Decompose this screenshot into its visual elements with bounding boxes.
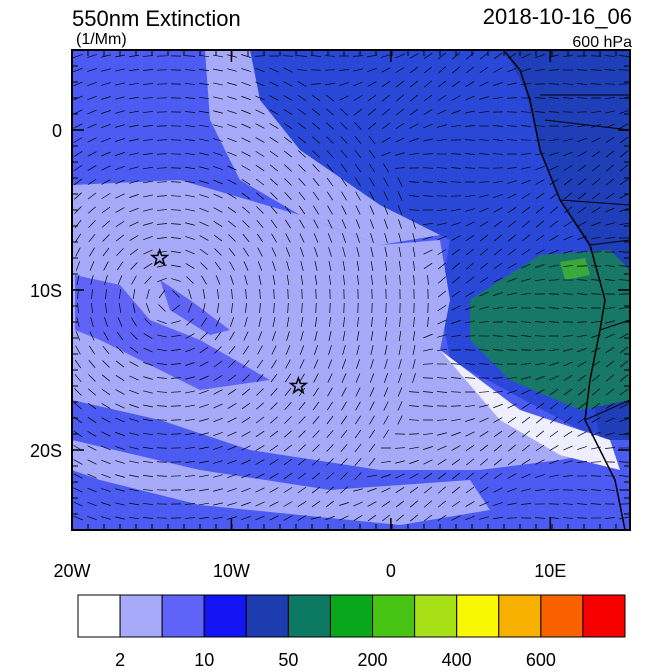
colorbar: 2 10 50 200 400 600: [78, 595, 625, 667]
field: [72, 50, 630, 530]
colorbar-box: [541, 595, 583, 637]
x-tick-label: 0: [386, 561, 396, 581]
colorbar-box: [204, 595, 246, 637]
colorbar-box: [499, 595, 541, 637]
colorbar-box: [162, 595, 204, 637]
colorbar-label: 10: [194, 650, 214, 667]
colorbar-box: [120, 595, 162, 637]
x-tick-label: 10W: [213, 561, 250, 581]
colorbar-box: [457, 595, 499, 637]
colorbar-box: [415, 595, 457, 637]
colorbar-box: [246, 595, 288, 637]
colorbar-label: 600: [526, 650, 556, 667]
title: 550nm Extinction: [72, 6, 241, 31]
colorbar-label: 50: [278, 650, 298, 667]
units: (1/Mm): [76, 31, 127, 48]
colorbar-box: [373, 595, 415, 637]
colorbar-box: [583, 595, 625, 637]
colorbar-label: 400: [442, 650, 472, 667]
level: 600 hPa: [572, 34, 632, 51]
colorbar-box: [330, 595, 372, 637]
date: 2018-10-16_06: [483, 4, 632, 29]
y-tick-label: 0: [52, 121, 62, 141]
colorbar-box: [288, 595, 330, 637]
y-tick-label: 10S: [30, 281, 62, 301]
colorbar-label: 200: [358, 650, 388, 667]
colorbar-label: 2: [115, 650, 125, 667]
colorbar-box: [78, 595, 120, 637]
x-tick-label: 10E: [534, 561, 566, 581]
x-tick-label: 20W: [53, 561, 90, 581]
y-tick-label: 20S: [30, 441, 62, 461]
